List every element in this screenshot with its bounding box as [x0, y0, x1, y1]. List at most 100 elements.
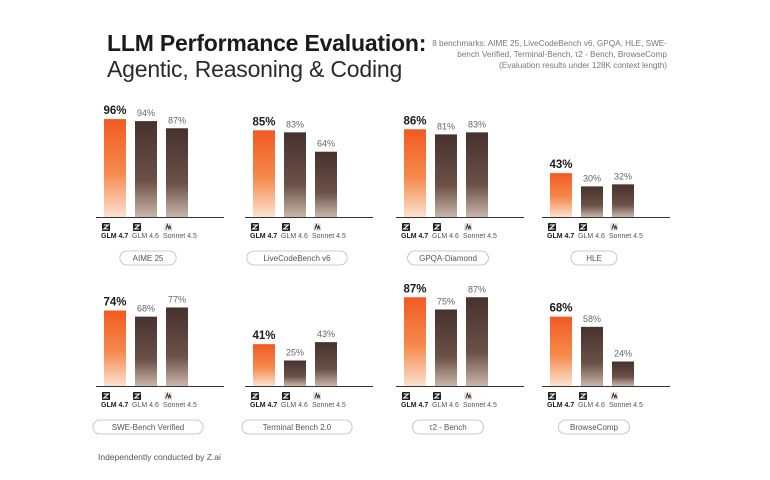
bar: [581, 186, 603, 217]
benchmark-title: GPQA-Diamond: [419, 254, 477, 263]
category-label: GLM 4.7: [250, 233, 277, 240]
data-label: 30%: [583, 173, 601, 183]
bar-highlight: [104, 310, 126, 386]
chart-panel: 68% GLM 4.7 58% GLM 4.6 24% Sonnet 4.5 BrowseC…: [542, 303, 670, 435]
data-label: 83%: [286, 119, 304, 129]
bar: [581, 326, 603, 386]
data-label: 43%: [317, 329, 335, 339]
data-label: 94%: [137, 108, 155, 118]
bar-highlight: [253, 344, 275, 386]
benchmark-description-line: bench Verified, Terminal-Bench, τ2 - Ben…: [457, 50, 667, 59]
category-label: GLM 4.6: [578, 233, 605, 240]
category-label: GLM 4.6: [432, 233, 459, 240]
page-subtitle-heading: Agentic, Reasoning & Coding: [107, 56, 403, 82]
category-label: Sonnet 4.5: [312, 402, 346, 409]
data-label: 58%: [583, 314, 601, 324]
data-label: 85%: [252, 116, 275, 128]
category-label: Sonnet 4.5: [609, 402, 643, 409]
benchmark-pill: [558, 419, 630, 435]
z-logo-icon: [579, 223, 587, 231]
data-label: 64%: [317, 139, 335, 149]
benchmark-pill: [241, 419, 353, 435]
data-label: 87%: [468, 284, 486, 294]
data-label: 83%: [468, 119, 486, 129]
anthropic-logo-icon: [313, 223, 321, 231]
category-label: GLM 4.7: [401, 233, 428, 240]
benchmark-title: HLE: [586, 254, 602, 263]
data-label: 86%: [403, 115, 426, 127]
z-logo-icon: [102, 223, 110, 231]
category-label: Sonnet 4.5: [463, 402, 497, 409]
anthropic-logo-icon: [610, 392, 618, 400]
data-label: 75%: [437, 297, 455, 307]
z-logo-icon: [433, 223, 441, 231]
chart-panel: 74% GLM 4.7 68% GLM 4.6 77% Sonnet 4.5 SWE-Ben…: [92, 294, 224, 435]
footer-credit: Independently conducted by Z.ai: [98, 452, 221, 462]
benchmark-pill: [92, 419, 204, 435]
z-logo-icon: [102, 392, 110, 400]
z-logo-icon: [251, 392, 259, 400]
bar-highlight: [253, 130, 275, 217]
bar: [135, 121, 157, 217]
bar: [135, 316, 157, 386]
category-label: GLM 4.7: [547, 402, 574, 409]
category-label: GLM 4.7: [101, 402, 128, 409]
anthropic-logo-icon: [464, 223, 472, 231]
z-logo-icon: [282, 392, 290, 400]
z-logo-icon: [402, 392, 410, 400]
data-label: 87%: [403, 283, 426, 295]
category-label: Sonnet 4.5: [312, 233, 346, 240]
benchmark-title: LiveCodeBench v6: [263, 254, 331, 263]
category-label: GLM 4.6: [132, 233, 159, 240]
data-label: 32%: [614, 171, 632, 181]
category-label: Sonnet 4.5: [163, 402, 197, 409]
benchmark-title: τ2 - Bench: [429, 423, 466, 432]
z-logo-icon: [548, 392, 556, 400]
data-label: 77%: [168, 294, 186, 304]
chart-panel: 85% GLM 4.7 83% GLM 4.6 64% Sonnet 4.5 LiveCod…: [245, 116, 373, 266]
benchmark-description-line: (Evaluation results under 128K context l…: [499, 61, 667, 70]
category-label: GLM 4.6: [432, 402, 459, 409]
benchmark-title: SWE-Bench Verified: [112, 423, 184, 432]
data-label: 43%: [549, 159, 572, 171]
benchmark-description-line: 8 benchmarks: AIME 25, LiveCodeBench v6,…: [432, 39, 667, 48]
bar: [612, 361, 634, 386]
category-label: GLM 4.6: [578, 402, 605, 409]
chart-panel: 86% GLM 4.7 81% GLM 4.6 83% Sonnet 4.5 GPQA-Di…: [396, 115, 524, 266]
anthropic-logo-icon: [313, 392, 321, 400]
data-label: 81%: [437, 121, 455, 131]
category-label: GLM 4.7: [547, 233, 574, 240]
benchmark-pill: [407, 250, 489, 266]
benchmark-description: 8 benchmarks: AIME 25, LiveCodeBench v6,…: [407, 38, 667, 71]
z-logo-icon: [548, 223, 556, 231]
bar: [315, 151, 337, 217]
page-title: LLM Performance Evaluation:: [107, 30, 427, 56]
anthropic-logo-icon: [610, 223, 618, 231]
z-logo-icon: [402, 223, 410, 231]
benchmark-pill: [246, 250, 348, 266]
z-logo-icon: [579, 392, 587, 400]
data-label: 68%: [137, 304, 155, 314]
bar: [166, 307, 188, 386]
data-label: 68%: [549, 303, 572, 315]
data-label: 25%: [286, 348, 304, 358]
data-label: 96%: [103, 105, 126, 117]
benchmark-title: BrowseComp: [570, 423, 619, 432]
bar: [284, 132, 306, 217]
z-logo-icon: [133, 392, 141, 400]
bar: [284, 360, 306, 386]
category-label: GLM 4.6: [132, 402, 159, 409]
bar: [166, 128, 188, 217]
z-logo-icon: [251, 223, 259, 231]
data-label: 74%: [103, 297, 126, 309]
anthropic-logo-icon: [164, 392, 172, 400]
category-label: GLM 4.6: [281, 402, 308, 409]
chart-panel: 87% GLM 4.7 75% GLM 4.6 87% Sonnet 4.5 τ2 - Be…: [396, 283, 524, 435]
chart-panel: 43% GLM 4.7 30% GLM 4.6 32% Sonnet 4.5 HLE: [542, 159, 670, 266]
data-label: 24%: [614, 349, 632, 359]
z-logo-icon: [282, 223, 290, 231]
category-label: GLM 4.7: [101, 233, 128, 240]
z-logo-icon: [133, 223, 141, 231]
category-label: Sonnet 4.5: [163, 233, 197, 240]
benchmark-pill: [570, 250, 618, 266]
